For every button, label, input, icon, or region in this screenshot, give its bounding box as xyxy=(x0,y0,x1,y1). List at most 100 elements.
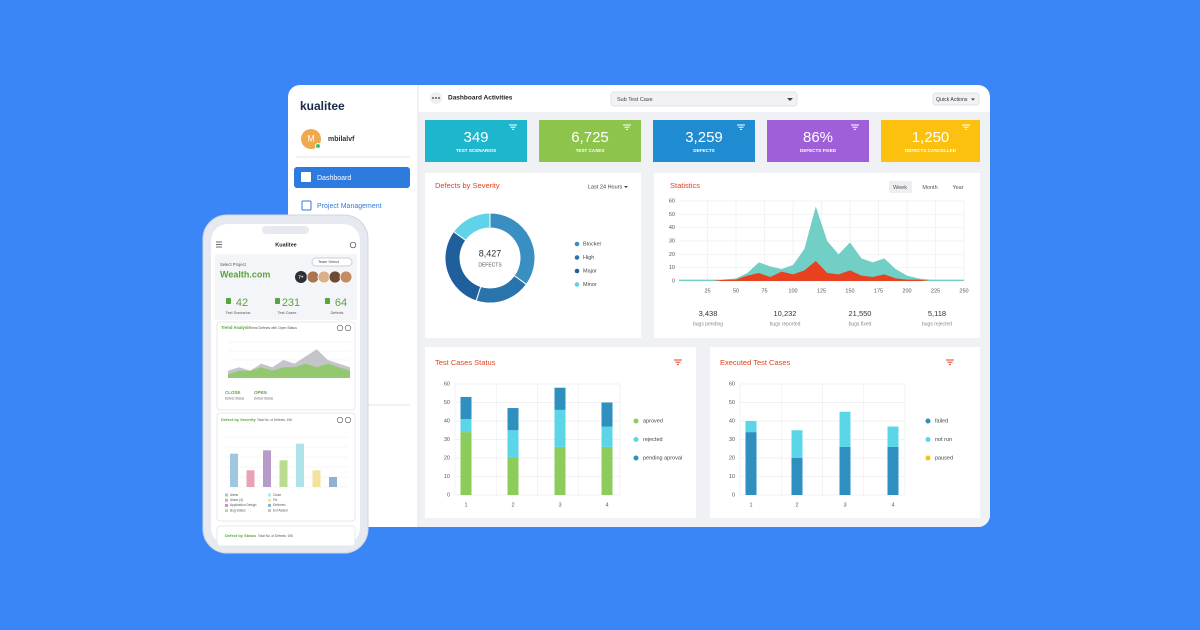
nav-item: Project Management xyxy=(317,203,382,210)
legend-swatch xyxy=(268,493,271,497)
bar-segment xyxy=(745,432,757,495)
summary-value: 5,118 xyxy=(928,309,946,318)
x-tick-label: 4 xyxy=(605,502,608,508)
card-subtitle: Total No. of Defects: 196 xyxy=(258,534,293,538)
bar-segment xyxy=(887,446,899,495)
status-caption: Defect Status xyxy=(225,396,245,400)
project-label: Select Project xyxy=(220,262,247,267)
caret xyxy=(971,98,975,101)
summary-label: bugs reported xyxy=(770,321,801,327)
bar xyxy=(230,453,238,487)
kpi-label: TEST SCENARIOS xyxy=(456,148,496,153)
kpi-label: DEFECTS CANCELLED xyxy=(905,148,957,153)
legend-swatch xyxy=(633,418,639,424)
legend-label: Ext Added xyxy=(273,508,288,512)
team-select-text: Team Select xyxy=(318,260,340,264)
nav-icon xyxy=(301,200,312,211)
stat-label: Defects xyxy=(331,311,344,315)
legend-swatch xyxy=(225,498,228,502)
kpi-label: DEFECTS FIXED xyxy=(800,148,837,153)
legend-label: rejected xyxy=(643,437,663,443)
x-tick-label: 250 xyxy=(959,288,968,294)
x-tick-label: 125 xyxy=(817,288,826,294)
card-subtitle: Total No. of Defects: 196 xyxy=(257,418,292,422)
avatar-initial: M xyxy=(307,133,315,143)
menu-dot xyxy=(438,97,440,99)
bar-segment xyxy=(554,409,566,447)
y-tick-label: 20 xyxy=(444,455,450,461)
panel-title: Test Cases Status xyxy=(435,358,496,367)
caret xyxy=(787,98,793,101)
stat-label: Test Scenarios xyxy=(226,311,251,315)
team-select xyxy=(311,257,353,267)
team-more xyxy=(295,271,307,283)
tab[interactable]: Week xyxy=(893,185,907,191)
bar-segment xyxy=(745,421,757,433)
bar-segment xyxy=(887,426,899,447)
bar-segment xyxy=(601,426,613,447)
y-tick-label: 30 xyxy=(729,437,735,443)
header-title: Dashboard Activities xyxy=(448,95,513,102)
x-tick-label: 200 xyxy=(902,288,911,294)
tab[interactable]: Month xyxy=(922,185,937,191)
team-avatar xyxy=(328,270,342,284)
card-icon xyxy=(344,324,352,332)
legend-label: Blocker xyxy=(583,241,602,247)
team-more-text: 7+ xyxy=(298,274,304,279)
card-icon xyxy=(336,416,344,424)
tab-active xyxy=(889,181,912,193)
kpi-card xyxy=(767,120,869,162)
y-tick-label: 30 xyxy=(669,238,675,244)
legend-label: Deferred xyxy=(273,503,286,507)
bar-segment xyxy=(554,387,566,410)
tab[interactable]: Year xyxy=(952,185,963,191)
kpi-card xyxy=(653,120,755,162)
y-tick-label: 40 xyxy=(444,418,450,424)
x-tick-label: 100 xyxy=(788,288,797,294)
user-name: mbilalvf xyxy=(328,136,355,143)
x-tick-label: 150 xyxy=(845,288,854,294)
status-caption: Defect Status xyxy=(254,396,274,400)
legend-label: pending aproval xyxy=(643,455,682,461)
y-tick-label: 20 xyxy=(729,455,735,461)
stat-icon xyxy=(325,298,330,304)
menu-dot xyxy=(435,97,437,99)
stat-value: 231 xyxy=(282,297,300,309)
y-tick-label: 50 xyxy=(729,400,735,406)
kpi-value: 1,250 xyxy=(912,129,950,146)
kpi-value: 3,259 xyxy=(685,129,723,146)
x-tick-label: 50 xyxy=(733,288,739,294)
donut-center-value: 8,427 xyxy=(479,248,502,258)
area xyxy=(679,206,964,281)
kpi-card xyxy=(425,120,527,162)
x-tick-label: 1 xyxy=(749,502,752,508)
summary-label: bugs rejected xyxy=(922,321,952,327)
x-tick-label: 3 xyxy=(558,502,561,508)
y-tick-label: 60 xyxy=(444,381,450,387)
card-title: Trend Analysis xyxy=(221,325,251,330)
nav-icon xyxy=(301,172,311,182)
y-tick-label: 50 xyxy=(669,212,675,218)
bar xyxy=(296,443,304,487)
donut-center-label: DEFECTS xyxy=(478,262,502,268)
y-tick-label: 10 xyxy=(669,265,675,271)
project-name: Wealth.com xyxy=(220,269,270,279)
legend-label: not run xyxy=(935,437,952,443)
kpi-label: TEST CASES xyxy=(576,148,605,153)
legend-label: paused xyxy=(935,455,953,461)
stat-icon xyxy=(226,298,231,304)
team-avatar xyxy=(306,270,320,284)
kpi-label: DEFECTS xyxy=(693,148,714,153)
y-tick-label: 40 xyxy=(669,225,675,231)
status-dot xyxy=(315,143,321,149)
card-title: Defect by Status xyxy=(225,533,257,538)
bar-segment xyxy=(507,408,519,431)
legend-swatch xyxy=(268,509,271,513)
panel-title: Executed Test Cases xyxy=(720,358,791,367)
bar-segment xyxy=(601,446,613,495)
legend-label: Alerts xyxy=(230,493,239,497)
legend-label: aproved xyxy=(643,418,663,424)
bar-segment xyxy=(507,430,519,458)
legend-swatch xyxy=(225,493,228,497)
summary-value: 10,232 xyxy=(774,309,797,318)
